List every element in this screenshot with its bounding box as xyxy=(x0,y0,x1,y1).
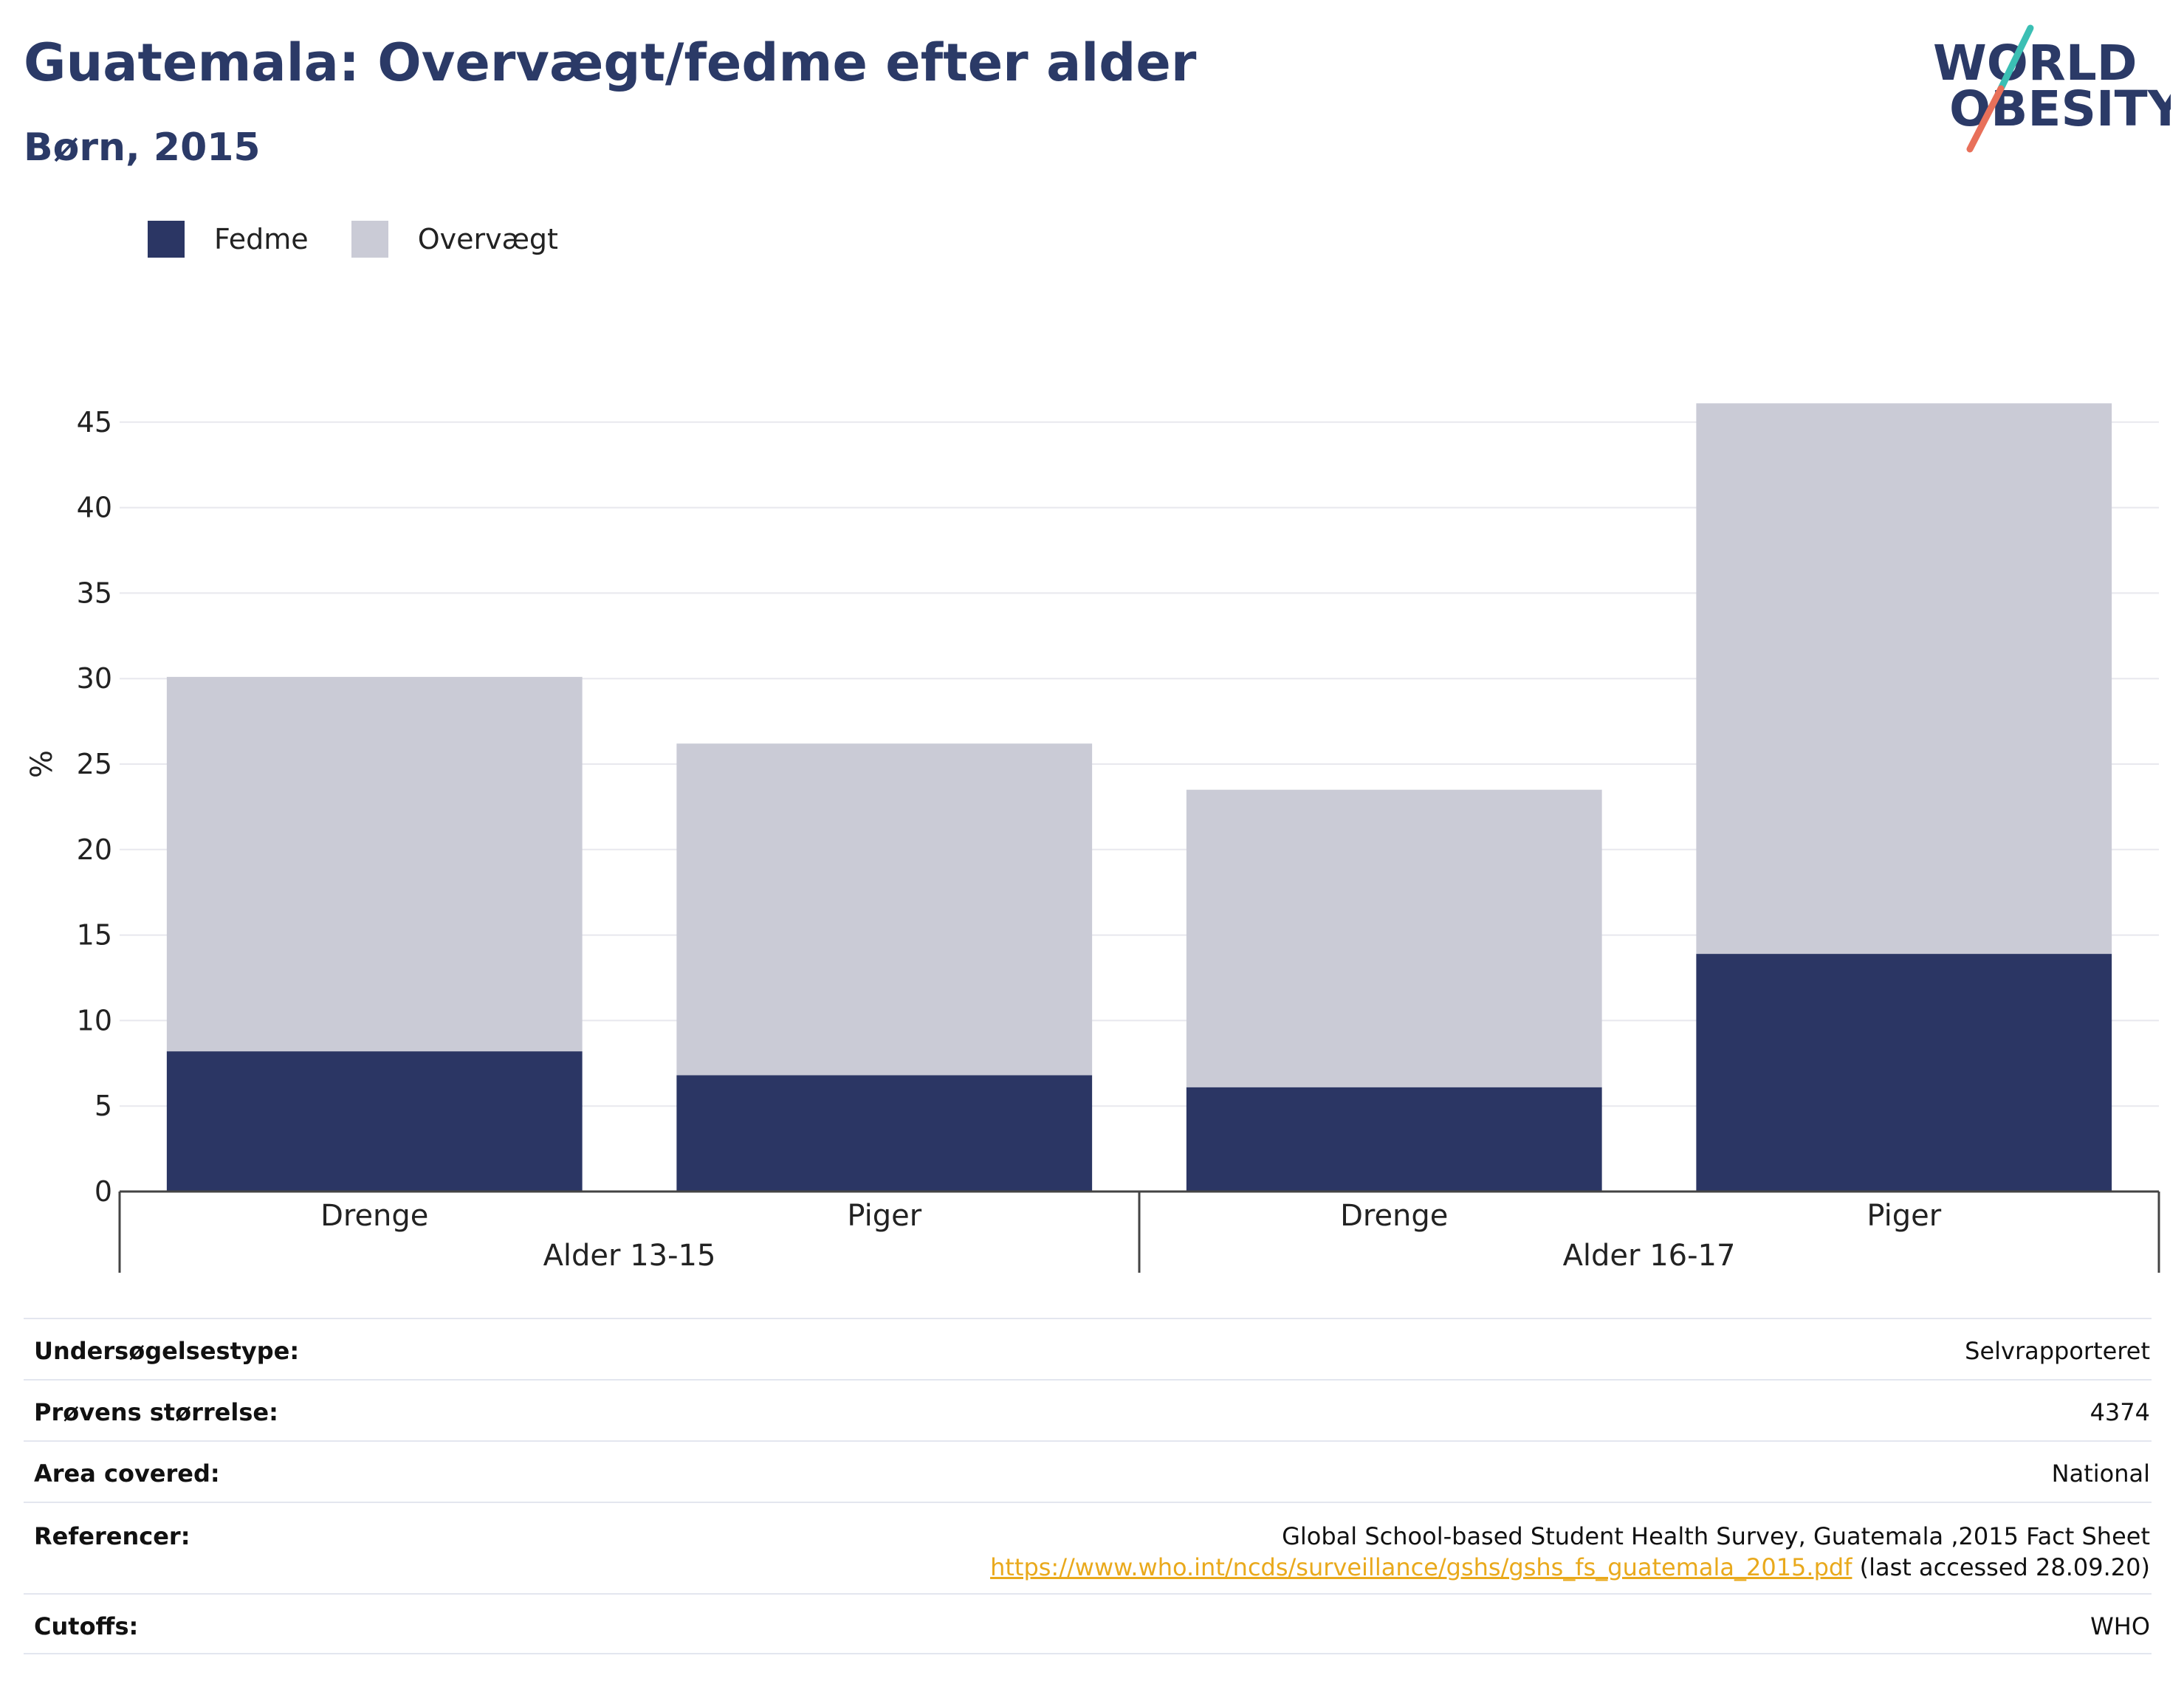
page-title: Guatemala: Overvægt/fedme efter alder xyxy=(24,32,1197,93)
x-category-label-1: Piger xyxy=(847,1199,921,1233)
chart-axes xyxy=(118,1190,2160,1273)
x-category-label-3: Piger xyxy=(1867,1199,1941,1233)
y-tick-label-20: 20 xyxy=(77,833,112,866)
meta-label-area: Area covered: xyxy=(34,1460,220,1488)
meta-label-survey-type: Undersøgelsestype: xyxy=(34,1337,300,1365)
meta-row-references: Referencer: Global School-based Student … xyxy=(24,1502,2152,1593)
y-axis-label: % xyxy=(25,750,59,778)
bar-fedme-0 xyxy=(166,1051,583,1192)
metadata-table: Undersøgelsestype: Selvrapporteret Prøve… xyxy=(24,1318,2152,1654)
world-obesity-logo: WORLD OBESITY xyxy=(1933,24,2171,153)
meta-row-survey-type: Undersøgelsestype: Selvrapporteret xyxy=(24,1318,2152,1379)
y-tick-label-10: 10 xyxy=(77,1004,112,1036)
meta-value-sample-size: 4374 xyxy=(2089,1398,2150,1426)
bar-fedme-2 xyxy=(1186,1087,1602,1192)
logo-slash-teal xyxy=(1997,24,2034,92)
bar-overv-gt-1 xyxy=(676,743,1093,1076)
meta-value-area: National xyxy=(2051,1460,2150,1488)
x-group-label-0: Alder 13-15 xyxy=(543,1239,716,1273)
meta-label-sample-size: Prøvens størrelse: xyxy=(34,1398,278,1426)
meta-row-sample-size: Prøvens størrelse: 4374 xyxy=(24,1379,2152,1440)
meta-label-references: Referencer: xyxy=(34,1522,190,1550)
x-category-label-2: Drenge xyxy=(1340,1199,1448,1233)
bar-overv-gt-3 xyxy=(1696,403,2112,955)
x-group-label-1: Alder 16-17 xyxy=(1563,1239,1736,1273)
legend-label-fedme: Fedme xyxy=(214,223,309,255)
chart-labels: 0 5 10 15 20 25 30 35 40 45% Drenge Piger Drenge Pige… xyxy=(25,406,1942,1273)
bar-fedme-1 xyxy=(676,1075,1093,1192)
chart-legend: Fedme Overvægt xyxy=(148,219,601,260)
y-tick-label-40: 40 xyxy=(77,492,112,524)
bar-overv-gt-0 xyxy=(166,676,583,1052)
reference-accessed: (last accessed 28.09.20) xyxy=(1852,1553,2150,1581)
reference-text: Global School-based Student Health Surve… xyxy=(1282,1522,2150,1550)
y-tick-label-0: 0 xyxy=(95,1175,112,1208)
y-tick-label-5: 5 xyxy=(95,1090,112,1122)
stacked-bar-chart: 0 5 10 15 20 25 30 35 40 45% Drenge Piger Drenge Pige… xyxy=(25,403,2160,1273)
y-tick-label-25: 25 xyxy=(77,748,112,780)
legend-swatch-overvaegt xyxy=(351,221,388,258)
logo-line-2: OBESITY xyxy=(1949,80,2171,137)
chart-bars xyxy=(166,403,2112,1192)
y-tick-label-45: 45 xyxy=(77,406,112,439)
page-subtitle: Børn, 2015 xyxy=(24,126,261,170)
y-tick-label-15: 15 xyxy=(77,919,112,952)
bar-fedme-3 xyxy=(1696,954,2112,1192)
x-category-label-0: Drenge xyxy=(320,1199,428,1233)
y-tick-label-35: 35 xyxy=(77,577,112,609)
meta-value-references: Global School-based Student Health Surve… xyxy=(990,1521,2152,1583)
meta-value-cutoffs: WHO xyxy=(2090,1612,2150,1640)
meta-label-cutoffs: Cutoffs: xyxy=(34,1612,139,1640)
legend-item-fedme[interactable]: Fedme xyxy=(148,221,309,258)
logo-slash-coral xyxy=(1966,85,2005,153)
meta-value-survey-type: Selvrapporteret xyxy=(1965,1337,2150,1365)
meta-row-cutoffs: Cutoffs: WHO xyxy=(24,1593,2152,1654)
reference-link[interactable]: https://www.who.int/ncds/surveillance/gs… xyxy=(990,1553,1852,1581)
meta-row-area: Area covered: National xyxy=(24,1440,2152,1502)
legend-item-overvaegt[interactable]: Overvægt xyxy=(351,221,558,258)
bar-overv-gt-2 xyxy=(1186,789,1602,1087)
logo-line-1: WORLD xyxy=(1933,35,2137,92)
legend-label-overvaegt: Overvægt xyxy=(417,223,558,255)
y-tick-label-30: 30 xyxy=(77,662,112,695)
legend-swatch-fedme xyxy=(148,221,185,258)
